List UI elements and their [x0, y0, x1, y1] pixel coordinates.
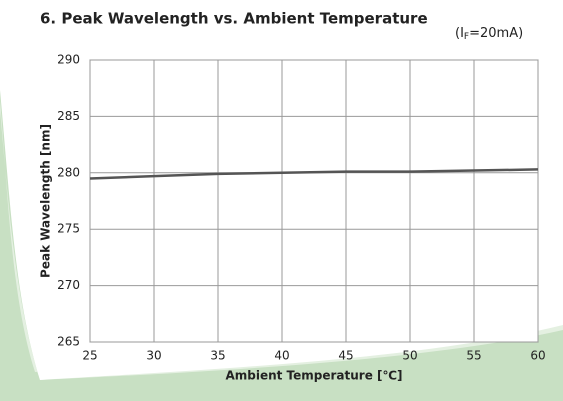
x-tick-label: 55: [466, 349, 481, 363]
y-tick-label: 290: [57, 53, 80, 67]
x-tick-label: 50: [402, 349, 417, 363]
x-tick-label: 35: [210, 349, 225, 363]
chart-subtitle: (IF=20mA): [455, 26, 523, 42]
y-tick-label: 280: [57, 165, 80, 179]
x-tick-label: 60: [530, 349, 545, 363]
plot-area: [89, 59, 539, 343]
background-shape: [0, 90, 563, 401]
y-axis-label: Peak Wavelength [nm]: [39, 124, 53, 278]
chart-title: 6. Peak Wavelength vs. Ambient Temperatu…: [40, 10, 428, 28]
y-tick-label: 270: [57, 278, 80, 292]
y-tick-label: 265: [57, 335, 80, 349]
y-tick-label: 275: [57, 222, 80, 236]
x-tick-label: 30: [146, 349, 161, 363]
y-tick-label: 285: [57, 109, 80, 123]
x-tick-label: 40: [274, 349, 289, 363]
data-line: [89, 168, 539, 180]
x-tick-label: 45: [338, 349, 353, 363]
x-axis-label: Ambient Temperature [℃]: [225, 369, 402, 383]
x-tick-label: 25: [82, 349, 97, 363]
